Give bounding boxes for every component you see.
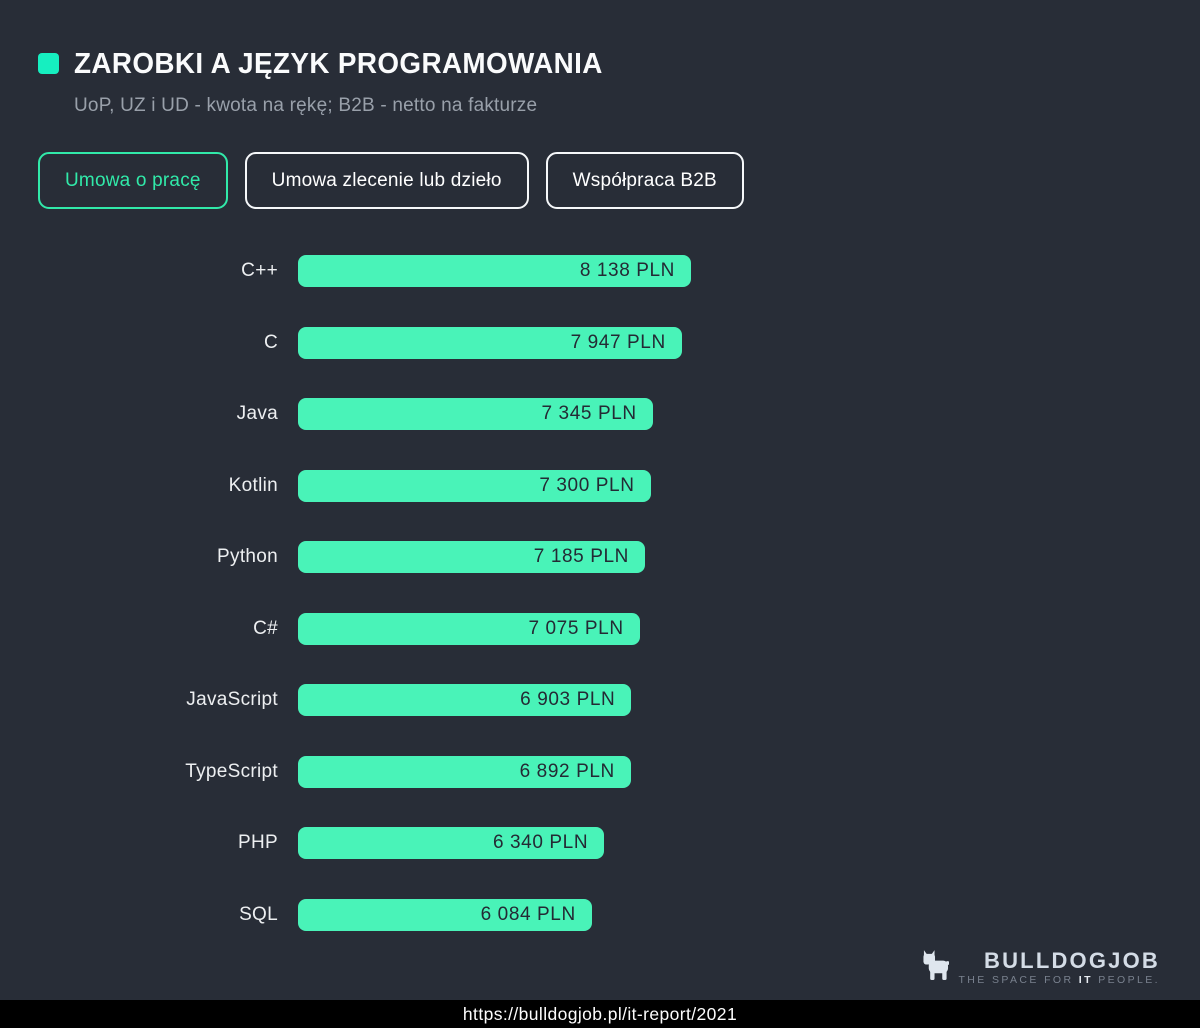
bar-value-label: 7 300 PLN: [539, 474, 635, 496]
bar-track: 7 185 PLN: [298, 541, 691, 573]
bar: 7 185 PLN: [298, 541, 645, 573]
bar-value-label: 6 340 PLN: [492, 832, 589, 853]
bar-track: 6 892 PLN: [298, 755, 691, 788]
bar-row: Kotlin 7 300 PLN: [38, 469, 758, 502]
brand-name: BULLDOGJOB: [984, 948, 1160, 973]
bar-row: Java 7 345 PLN: [38, 398, 758, 430]
salary-bar-chart: C++ 8 138 PLN C 7 947 PLN Java 7 345 PLN Kotli…: [38, 255, 758, 970]
bar-label: PHP: [238, 832, 278, 853]
bar-value-label: 8 138 PLN: [579, 260, 675, 281]
page-subtitle: UoP, UZ i UD - kwota na rękę; B2B - nett…: [74, 95, 538, 116]
source-url-bar: https://bulldogjob.pl/it-report/2021: [0, 1000, 1200, 1028]
bar-row: JavaScript 6 903 PLN: [38, 684, 758, 716]
bar-value-label: 7 185 PLN: [533, 546, 629, 567]
bar-label: C: [263, 331, 278, 353]
bar: 6 340 PLN: [298, 827, 605, 859]
bar-track: 6 084 PLN: [298, 898, 691, 931]
bar-value-label: 7 075 PLN: [528, 617, 624, 639]
bar: 7 345 PLN: [298, 398, 653, 430]
bar-label: C#: [253, 617, 278, 639]
bar: 8 138 PLN: [298, 255, 691, 287]
bar-label: Kotlin: [228, 474, 278, 496]
bar-row: C 7 947 PLN: [38, 326, 758, 359]
bar-label: C++: [241, 260, 278, 281]
bar-value-label: 7 345 PLN: [541, 403, 637, 424]
bar-value-label: 6 903 PLN: [520, 689, 616, 710]
page-title: ZAROBKI A JĘZYK PROGRAMOWANIA: [74, 48, 603, 80]
contract-type-tabs: Umowa o pracę Umowa zlecenie lub dzieło …: [38, 152, 744, 209]
brand-tagline: THE SPACE FOR IT PEOPLE.: [958, 974, 1160, 986]
bar-value-label: 6 892 PLN: [519, 760, 615, 782]
bar-value-label: 6 084 PLN: [480, 903, 576, 925]
bar-track: 8 138 PLN: [298, 255, 691, 287]
bar: 7 075 PLN: [298, 612, 640, 645]
bar-row: C++ 8 138 PLN: [38, 255, 758, 287]
bar-row: SQL 6 084 PLN: [38, 898, 758, 931]
bar-row: PHP 6 340 PLN: [38, 827, 758, 859]
bar-track: 7 300 PLN: [298, 469, 691, 502]
bar-label: Python: [217, 546, 278, 567]
bar: 7 300 PLN: [298, 469, 651, 502]
bar: 7 947 PLN: [298, 326, 682, 359]
tab-umowa-o-prace[interactable]: Umowa o pracę: [38, 152, 228, 209]
header: ZAROBKI A JĘZYK PROGRAMOWANIA UoP, UZ i …: [38, 48, 625, 117]
bar-label: SQL: [239, 903, 278, 925]
tab-wspolpraca-b2b[interactable]: Współpraca B2B: [545, 152, 744, 209]
brand-logo: BULLDOGJOB THE SPACE FOR IT PEOPLE.: [922, 949, 1160, 988]
bar-value-label: 7 947 PLN: [570, 331, 666, 353]
bar-label: Java: [236, 403, 278, 424]
bulldog-icon: [923, 950, 950, 980]
bar-label: JavaScript: [186, 689, 278, 710]
source-url: https://bulldogjob.pl/it-report/2021: [462, 1003, 738, 1024]
bar-track: 6 903 PLN: [298, 684, 691, 716]
bar: 6 892 PLN: [298, 755, 631, 788]
tab-umowa-zlecenie-lub-dzielo[interactable]: Umowa zlecenie lub dzieło: [244, 152, 529, 209]
bar-track: 7 947 PLN: [298, 326, 691, 359]
bar-row: Python 7 185 PLN: [38, 541, 758, 573]
bar-track: 7 075 PLN: [298, 612, 691, 645]
bar: 6 903 PLN: [298, 684, 632, 716]
bar: 6 084 PLN: [298, 898, 592, 931]
bar-label: TypeScript: [185, 760, 278, 782]
bar-row: TypeScript 6 892 PLN: [38, 755, 758, 788]
title-accent-square-icon: [38, 53, 59, 74]
bar-row: C# 7 075 PLN: [38, 612, 758, 645]
bar-track: 7 345 PLN: [298, 398, 691, 430]
bar-track: 6 340 PLN: [298, 827, 691, 859]
